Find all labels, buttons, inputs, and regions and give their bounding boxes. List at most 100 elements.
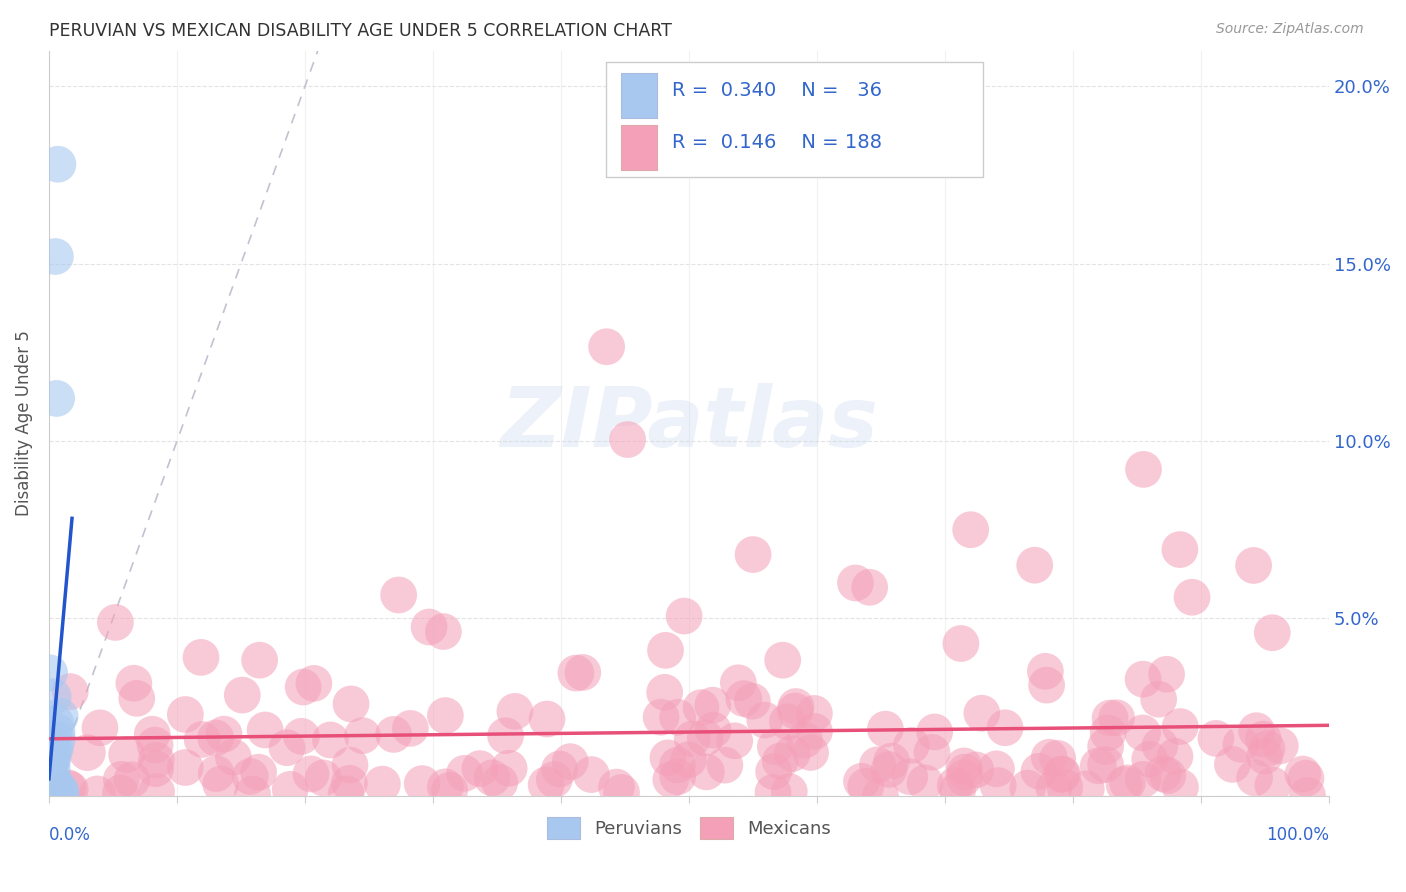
Y-axis label: Disability Age Under 5: Disability Age Under 5 xyxy=(15,330,32,516)
Point xyxy=(1168,720,1191,734)
Point xyxy=(41,780,63,794)
Point xyxy=(42,776,65,790)
Point xyxy=(987,779,1010,793)
Point xyxy=(1099,711,1122,725)
Point xyxy=(1246,723,1268,738)
Point xyxy=(844,576,866,591)
Point xyxy=(534,778,557,792)
Point xyxy=(560,755,582,769)
Point xyxy=(1052,767,1074,781)
FancyBboxPatch shape xyxy=(621,73,657,118)
Point xyxy=(39,785,62,799)
Point xyxy=(1050,767,1073,781)
Point xyxy=(1094,739,1116,754)
Point xyxy=(866,757,889,772)
Point xyxy=(352,729,374,743)
Point xyxy=(654,685,676,699)
Point xyxy=(39,775,62,789)
Point xyxy=(1168,542,1191,557)
Point xyxy=(1243,771,1265,785)
Point xyxy=(231,688,253,702)
Point xyxy=(247,765,270,780)
Point xyxy=(42,752,65,766)
Point xyxy=(1043,780,1066,795)
Point xyxy=(49,709,72,723)
Point xyxy=(110,772,132,787)
Point xyxy=(741,694,763,708)
Point xyxy=(145,785,167,799)
Point xyxy=(953,771,976,785)
Point xyxy=(1296,789,1319,803)
Text: Source: ZipAtlas.com: Source: ZipAtlas.com xyxy=(1216,22,1364,37)
Point xyxy=(898,770,921,784)
Point xyxy=(1116,776,1139,790)
Point xyxy=(785,704,807,718)
Point xyxy=(875,722,897,736)
Point xyxy=(122,676,145,690)
Point xyxy=(290,729,312,743)
Text: R =  0.146    N = 188: R = 0.146 N = 188 xyxy=(672,133,883,152)
Point xyxy=(411,776,433,790)
Point xyxy=(877,763,900,777)
Point xyxy=(38,785,60,799)
Point xyxy=(1164,749,1187,764)
Point xyxy=(46,157,69,171)
Point xyxy=(1076,781,1098,796)
Point xyxy=(763,739,786,754)
Point xyxy=(41,747,63,761)
Point xyxy=(666,758,689,772)
Point xyxy=(681,731,703,746)
Point xyxy=(292,680,315,694)
Point xyxy=(702,698,724,713)
Point xyxy=(319,733,342,747)
Point xyxy=(242,787,264,801)
Point xyxy=(174,760,197,774)
Point xyxy=(59,684,82,698)
Point xyxy=(610,785,633,799)
Point xyxy=(212,727,235,741)
Point xyxy=(1253,749,1275,764)
Point xyxy=(724,734,747,748)
Point xyxy=(44,776,66,790)
Point xyxy=(1261,625,1284,640)
Point xyxy=(666,710,689,724)
Point xyxy=(503,705,526,719)
Point xyxy=(191,732,214,747)
Point xyxy=(1053,780,1076,794)
Point xyxy=(59,782,82,797)
Point xyxy=(115,747,138,762)
Point xyxy=(1132,726,1154,740)
Point xyxy=(51,785,73,799)
Point xyxy=(110,786,132,800)
Point xyxy=(42,690,65,704)
Point xyxy=(38,665,60,680)
Point xyxy=(145,762,167,776)
Point xyxy=(800,746,823,760)
Point xyxy=(39,778,62,792)
Point xyxy=(204,731,226,745)
Point xyxy=(581,767,603,781)
Point xyxy=(418,620,440,634)
Point xyxy=(714,758,737,772)
Point xyxy=(595,340,617,354)
Point xyxy=(776,714,799,729)
Point xyxy=(1105,711,1128,725)
Point xyxy=(222,750,245,764)
Point xyxy=(299,767,322,781)
Point xyxy=(1157,769,1180,783)
Point xyxy=(762,764,785,779)
Point xyxy=(659,772,682,787)
Point xyxy=(914,776,936,790)
Point xyxy=(432,624,454,639)
FancyBboxPatch shape xyxy=(621,125,657,169)
Point xyxy=(869,789,891,803)
Point xyxy=(949,636,972,650)
Point xyxy=(1112,778,1135,792)
Point xyxy=(45,716,67,731)
Point xyxy=(1170,780,1192,794)
Point xyxy=(1152,766,1174,780)
Point xyxy=(38,761,60,775)
Point xyxy=(924,725,946,739)
Point xyxy=(44,740,66,755)
Point xyxy=(1087,759,1109,773)
